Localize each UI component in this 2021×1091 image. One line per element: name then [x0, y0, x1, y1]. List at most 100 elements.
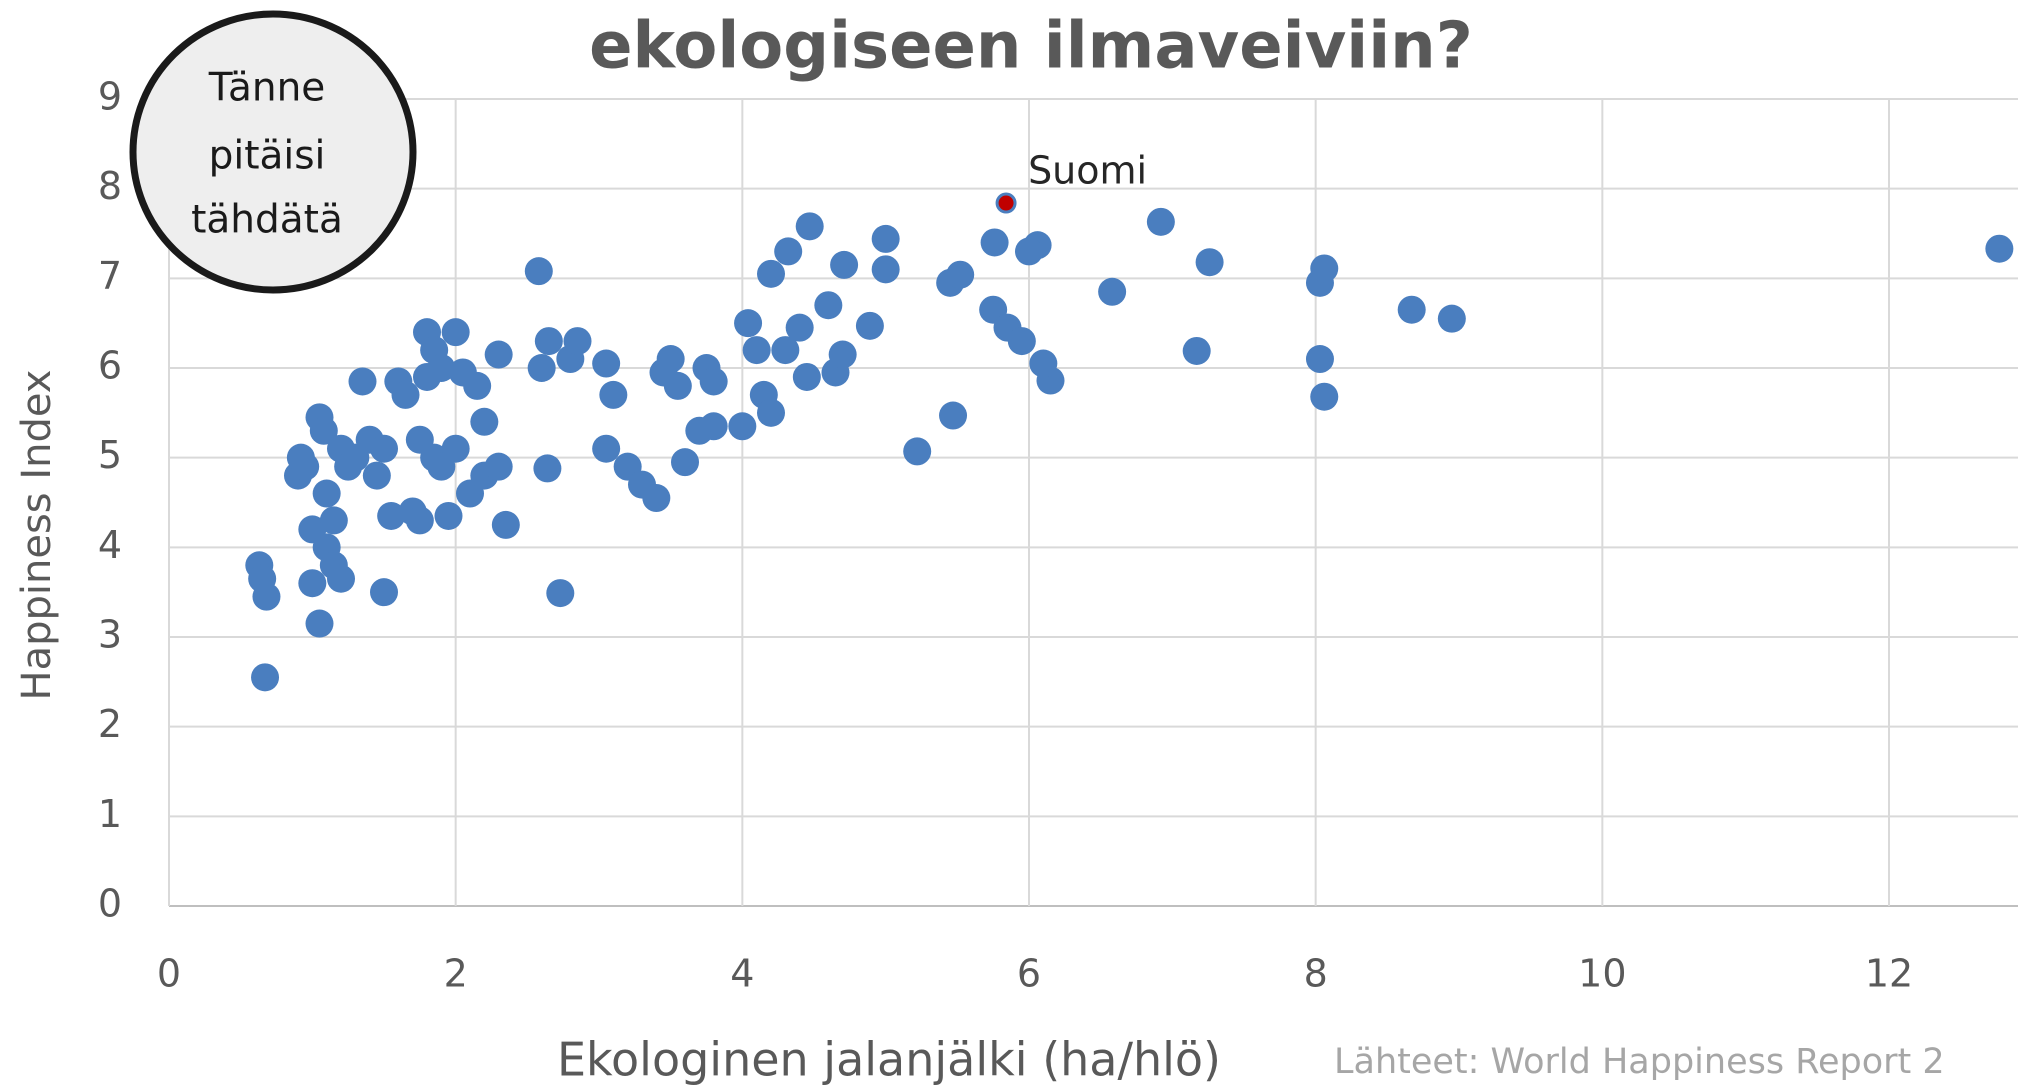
x-tick-label: 2: [444, 952, 468, 996]
data-point: [309, 416, 338, 445]
y-tick-label: 4: [98, 523, 122, 567]
annotation-text: pitäisi: [209, 134, 326, 179]
y-tick-label: 2: [98, 702, 122, 746]
data-point: [903, 437, 932, 466]
data-point: [484, 340, 513, 369]
data-point: [671, 448, 699, 477]
data-point: [656, 345, 685, 374]
data-point: [1007, 327, 1036, 356]
data-point: [441, 318, 470, 347]
data-point: [642, 484, 671, 513]
x-axis-label: Ekologinen jalanjälki (ha/hlö): [557, 1033, 1221, 1087]
data-point: [871, 224, 900, 253]
data-point: [298, 569, 327, 598]
data-point: [592, 434, 621, 463]
data-point: [370, 434, 398, 463]
data-point: [252, 582, 281, 611]
annotation-text: Tänne: [208, 66, 326, 111]
data-point: [785, 313, 814, 342]
source-note: Lähteet: World Happiness Report 2: [1334, 1042, 1945, 1082]
data-point: [1098, 277, 1127, 306]
y-tick-label: 5: [98, 433, 122, 477]
data-point: [1015, 237, 1043, 266]
data-point: [563, 327, 592, 356]
data-point: [995, 192, 1017, 214]
data-point: [828, 340, 857, 369]
y-tick-label: 3: [98, 613, 122, 657]
data-point: [1146, 207, 1175, 236]
data-point: [327, 564, 355, 593]
data-point: [871, 255, 900, 284]
chart-title: ekologiseen ilmaveiviin?: [589, 10, 1473, 84]
data-point: [939, 401, 968, 430]
data-point: [527, 354, 556, 382]
x-tick-label: 4: [730, 952, 754, 996]
data-point: [814, 291, 843, 320]
y-tick-label: 6: [98, 344, 122, 388]
data-point: [946, 260, 975, 289]
data-point: [1437, 304, 1466, 333]
data-point: [757, 398, 785, 427]
data-point: [1195, 248, 1224, 277]
data-point: [533, 454, 562, 483]
x-tick-label: 10: [1578, 952, 1626, 996]
data-point: [391, 380, 420, 409]
data-point: [305, 609, 334, 638]
data-point: [1310, 254, 1339, 283]
data-point: [470, 407, 499, 436]
data-point: [980, 228, 1009, 257]
y-axis-label: Happiness Index: [14, 370, 60, 701]
data-point: [792, 362, 821, 391]
data-point: [1985, 234, 2014, 263]
data-point: [795, 212, 824, 241]
data-point: [855, 311, 884, 340]
y-tick-label: 9: [98, 75, 122, 119]
data-point: [1305, 345, 1334, 374]
data-point: [1182, 336, 1211, 365]
data-point: [830, 250, 859, 279]
data-point: [434, 501, 463, 530]
data-point: [348, 367, 377, 396]
data-point: [734, 309, 763, 338]
data-point: [757, 259, 785, 288]
x-tick-label: 8: [1304, 952, 1328, 996]
x-tick-label: 12: [1865, 952, 1913, 996]
data-point: [728, 412, 757, 441]
annotation-circle: [129, 10, 417, 294]
data-point: [599, 380, 628, 409]
data-point: [362, 461, 391, 490]
data-point: [771, 336, 800, 365]
data-point: [663, 371, 692, 400]
data-point: [491, 510, 520, 539]
y-tick-label: 8: [98, 164, 122, 208]
annotation-text: tähdätä: [191, 198, 343, 243]
data-point: [370, 578, 398, 607]
x-tick-label: 0: [157, 952, 181, 996]
data-point: [484, 452, 513, 481]
data-point: [319, 506, 348, 535]
data-point: [592, 349, 621, 378]
x-tick-label: 6: [1017, 952, 1041, 996]
data-point: [291, 452, 320, 481]
y-tick-label: 7: [98, 254, 122, 298]
y-tick-label: 1: [98, 792, 122, 836]
point-label: Suomi: [1028, 149, 1147, 193]
data-point: [742, 336, 771, 365]
data-point: [534, 327, 563, 356]
data-point: [427, 354, 456, 382]
data-point: [524, 257, 553, 286]
data-point: [699, 412, 728, 441]
data-point: [699, 367, 728, 396]
data-point: [377, 501, 406, 530]
data-point: [251, 663, 280, 692]
data-point: [1029, 349, 1058, 378]
data-point: [312, 479, 341, 508]
data-point: [774, 237, 803, 266]
y-tick-label: 0: [98, 882, 122, 926]
data-point: [546, 579, 575, 608]
data-point: [405, 506, 434, 535]
data-point: [463, 371, 492, 400]
data-point: [1310, 382, 1339, 411]
